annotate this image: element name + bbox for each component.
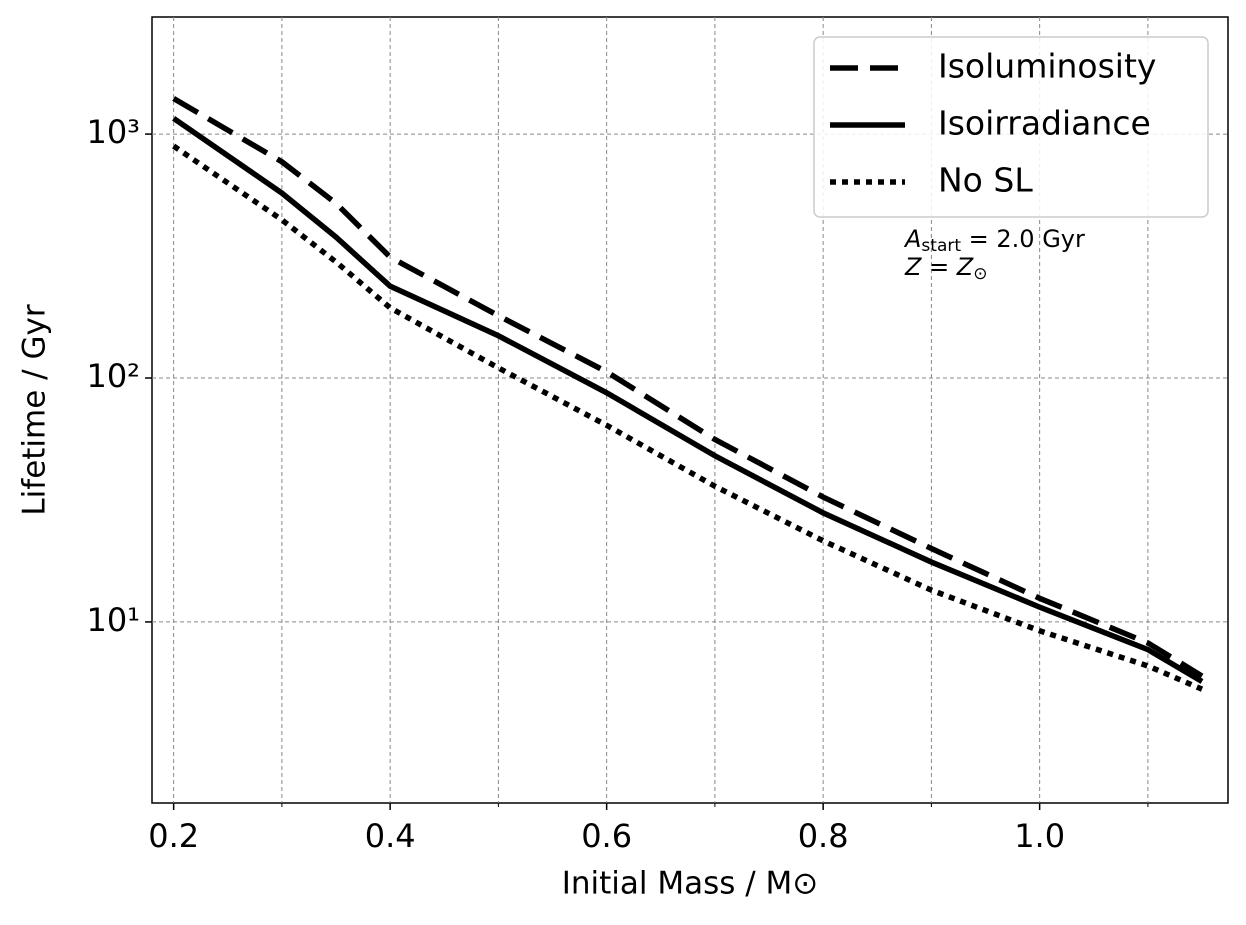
plot-frame	[151, 16, 1229, 804]
legend-label: Isoirradiance	[938, 104, 1151, 143]
annotation-part: ⊙	[973, 264, 987, 284]
x-tick-label: 1.0	[1014, 817, 1065, 855]
annotation-part: Z = Z	[904, 253, 974, 281]
annotation: Astart = 2.0 Gyr	[903, 225, 1085, 256]
series-line	[172, 143, 1204, 692]
legend-label: Isoluminosity	[938, 47, 1156, 86]
y-tick-label: 10¹	[86, 601, 140, 639]
annotation-part: = 2.0 Gyr	[961, 225, 1085, 253]
annotation-part: A	[903, 225, 921, 253]
x-axis-label: Initial Mass / M⊙	[562, 866, 819, 902]
y-axis-label: Lifetime / Gyr	[17, 304, 53, 515]
x-tick-label: 0.8	[798, 817, 849, 855]
x-tick-label: 0.6	[581, 817, 632, 855]
legend-box	[813, 36, 1209, 218]
y-tick-label: 10²	[86, 357, 140, 395]
annotation: Z = Z⊙	[904, 253, 988, 284]
series-line	[172, 96, 1204, 679]
series-line	[172, 116, 1204, 684]
legend-label: No SL	[938, 161, 1033, 200]
y-tick-label: 10³	[86, 113, 140, 151]
x-tick-label: 0.4	[365, 817, 416, 855]
annotation-part: start	[921, 236, 961, 256]
x-tick-label: 0.2	[148, 817, 199, 855]
